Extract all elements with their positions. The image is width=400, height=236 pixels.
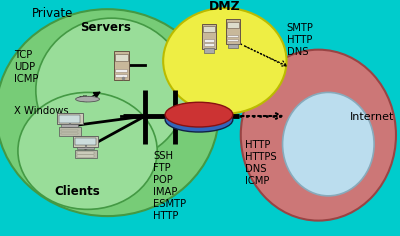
Text: HTTP
HTTPS
DNS
ICMP: HTTP HTTPS DNS ICMP: [245, 140, 276, 186]
Bar: [77, 147, 94, 149]
Text: TCP
UDP
ICMP: TCP UDP ICMP: [14, 50, 38, 84]
Bar: [75, 150, 96, 158]
Bar: [204, 43, 214, 46]
Bar: [61, 124, 78, 126]
Bar: [57, 113, 82, 124]
Text: Internet: Internet: [350, 112, 394, 122]
Bar: [202, 24, 216, 49]
Bar: [114, 51, 129, 80]
Bar: [61, 130, 78, 131]
Bar: [116, 69, 127, 72]
Bar: [77, 155, 94, 157]
Ellipse shape: [36, 18, 187, 162]
Bar: [204, 48, 214, 53]
Text: SSH
FTP
POP
IMAP
ESMTP
HTTP: SSH FTP POP IMAP ESMTP HTTP: [153, 151, 186, 221]
Ellipse shape: [163, 8, 286, 114]
Bar: [204, 39, 214, 42]
Bar: [228, 35, 238, 37]
Text: DMZ: DMZ: [209, 0, 241, 13]
Bar: [227, 22, 238, 28]
Text: Private: Private: [32, 7, 73, 20]
Bar: [75, 138, 96, 145]
Ellipse shape: [76, 96, 100, 102]
Bar: [77, 152, 94, 154]
Text: SMTP
HTTP
DNS: SMTP HTTP DNS: [286, 23, 314, 57]
Bar: [228, 39, 238, 41]
Bar: [116, 74, 127, 77]
Bar: [59, 115, 80, 123]
Text: Servers: Servers: [80, 21, 131, 34]
Bar: [59, 127, 80, 136]
Bar: [73, 136, 98, 147]
Bar: [203, 26, 215, 32]
Bar: [115, 54, 128, 61]
Ellipse shape: [18, 93, 157, 209]
Bar: [61, 133, 78, 135]
Text: X Windows: X Windows: [14, 106, 68, 116]
Text: Clients: Clients: [55, 185, 100, 198]
Ellipse shape: [282, 93, 374, 196]
Bar: [228, 44, 238, 48]
Ellipse shape: [165, 107, 233, 132]
Bar: [226, 19, 240, 44]
Ellipse shape: [0, 9, 219, 216]
Ellipse shape: [241, 50, 396, 221]
Ellipse shape: [165, 102, 233, 127]
